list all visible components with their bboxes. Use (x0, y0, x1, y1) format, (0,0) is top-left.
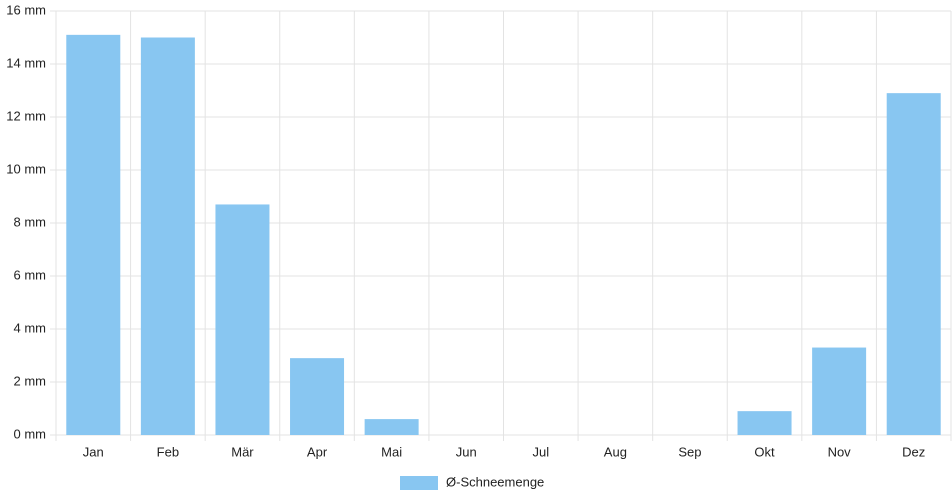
y-tick-label: 10 mm (6, 161, 46, 176)
y-tick-label: 12 mm (6, 108, 46, 123)
y-tick-label: 6 mm (14, 267, 47, 282)
x-tick-label: Sep (678, 444, 701, 459)
y-tick-label: 8 mm (14, 214, 47, 229)
y-tick-label: 4 mm (14, 320, 47, 335)
y-tick-label: 0 mm (14, 426, 47, 441)
y-tick-label: 2 mm (14, 373, 47, 388)
x-tick-label: Aug (604, 444, 627, 459)
y-tick-label: 14 mm (6, 55, 46, 70)
x-tick-label: Dez (902, 444, 925, 459)
x-tick-label: Feb (157, 444, 179, 459)
bar (812, 347, 867, 435)
x-tick-label: Mär (231, 444, 254, 459)
bar (886, 93, 941, 436)
x-tick-label: Jun (456, 444, 477, 459)
bar (364, 419, 419, 435)
x-tick-label: Jan (83, 444, 104, 459)
x-tick-label: Jul (532, 444, 549, 459)
bar (66, 34, 121, 435)
bar (290, 358, 345, 435)
legend-label: Ø-Schneemenge (446, 474, 544, 489)
y-tick-label: 16 mm (6, 2, 46, 17)
bar (215, 204, 270, 435)
bar (140, 37, 195, 435)
x-tick-label: Apr (307, 444, 328, 459)
bar (737, 411, 792, 435)
x-tick-label: Mai (381, 444, 402, 459)
x-tick-label: Okt (754, 444, 775, 459)
x-tick-label: Nov (828, 444, 852, 459)
legend-swatch (400, 476, 438, 490)
